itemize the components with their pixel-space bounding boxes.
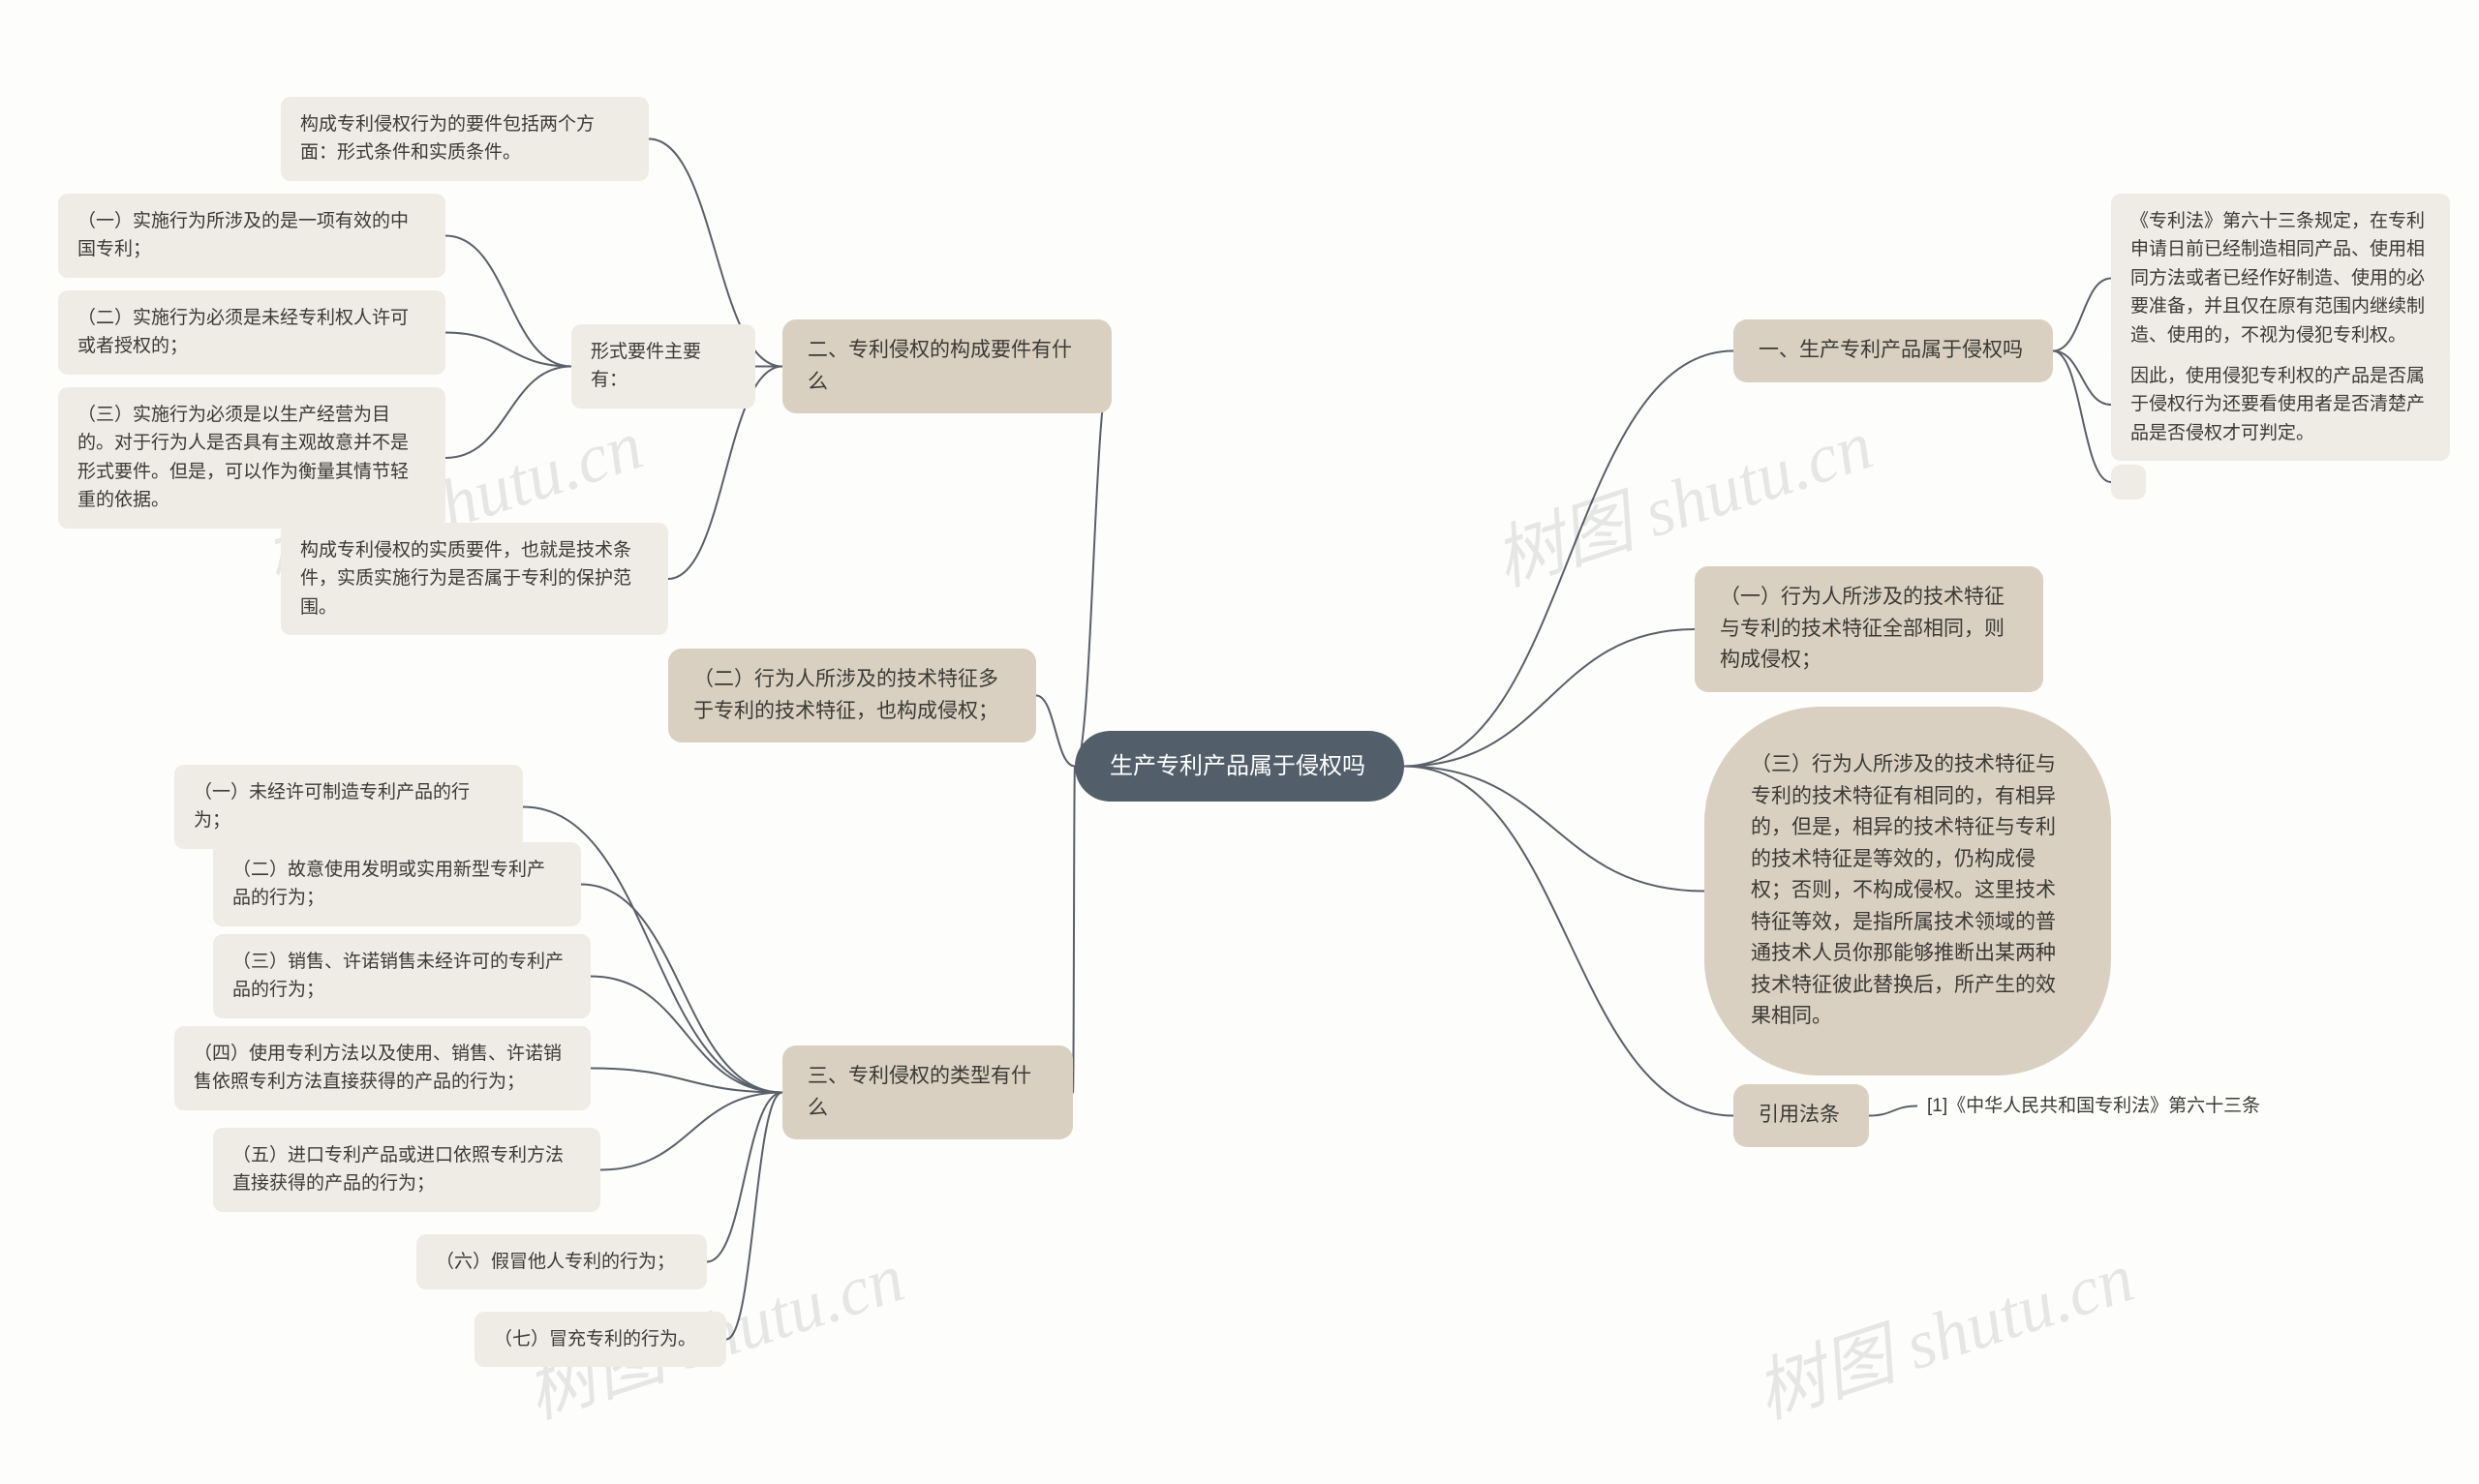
leaf-l3f[interactable]: （六）假冒他人专利的行为； xyxy=(416,1234,707,1289)
leaf-l1b2[interactable]: （二）实施行为必须是未经专利权人许可或者授权的； xyxy=(58,290,445,375)
leaf-l1b1[interactable]: （一）实施行为所涉及的是一项有效的中国专利； xyxy=(58,194,445,278)
root-node[interactable]: 生产专利产品属于侵权吗 xyxy=(1075,731,1404,802)
leaf-r1c-empty[interactable] xyxy=(2111,465,2146,500)
leaf-r4a: [1]《中华人民共和国专利法》第六十三条 xyxy=(1917,1086,2324,1126)
leaf-l3e[interactable]: （五）进口专利产品或进口依照专利方法直接获得的产品的行为； xyxy=(213,1128,600,1212)
leaf-l3c[interactable]: （三）销售、许诺销售未经许可的专利产品的行为； xyxy=(213,934,591,1018)
leaf-l1b[interactable]: 形式要件主要有： xyxy=(571,324,755,409)
leaf-r1a[interactable]: 《专利法》第六十三条规定，在专利申请日前已经制造相同产品、使用相同方法或者已经作… xyxy=(2111,194,2450,363)
leaf-r1b[interactable]: 因此，使用侵犯专利权的产品是否属于侵权行为还要看使用者是否清楚产品是否侵权才可判… xyxy=(2111,348,2450,461)
leaf-l3b[interactable]: （二）故意使用发明或实用新型专利产品的行为； xyxy=(213,842,581,926)
leaf-l1a[interactable]: 构成专利侵权行为的要件包括两个方面：形式条件和实质条件。 xyxy=(281,97,649,181)
branch-l3[interactable]: 三、专利侵权的类型有什么 xyxy=(782,1045,1073,1139)
leaf-l3d[interactable]: （四）使用专利方法以及使用、销售、许诺销售依照专利方法直接获得的产品的行为； xyxy=(174,1026,591,1110)
branch-r3[interactable]: （三）行为人所涉及的技术特征与专利的技术特征有相同的，有相异的，但是，相异的技术… xyxy=(1704,707,2111,1075)
leaf-l3g[interactable]: （七）冒充专利的行为。 xyxy=(474,1312,726,1367)
branch-r4[interactable]: 引用法条 xyxy=(1733,1084,1869,1147)
branch-l1[interactable]: 二、专利侵权的构成要件有什么 xyxy=(782,319,1112,413)
leaf-l1b3[interactable]: （三）实施行为必须是以生产经营为目的。对于行为人是否具有主观故意并不是形式要件。… xyxy=(58,387,445,529)
mindmap-canvas: 树图 shutu.cn 树图 shutu.cn 树图 shutu.cn 树图 s… xyxy=(0,0,2479,1484)
watermark: 树图 shutu.cn xyxy=(1741,1220,2145,1438)
leaf-l3a[interactable]: （一）未经许可制造专利产品的行为； xyxy=(174,765,523,849)
leaf-l1c[interactable]: 构成专利侵权的实质要件，也就是技术条件，实质实施行为是否属于专利的保护范围。 xyxy=(281,523,668,635)
branch-r1[interactable]: 一、生产专利产品属于侵权吗 xyxy=(1733,319,2053,382)
branch-r2[interactable]: （一）行为人所涉及的技术特征与专利的技术特征全部相同，则构成侵权； xyxy=(1695,566,2043,692)
branch-l2[interactable]: （二）行为人所涉及的技术特征多于专利的技术特征，也构成侵权； xyxy=(668,649,1036,742)
